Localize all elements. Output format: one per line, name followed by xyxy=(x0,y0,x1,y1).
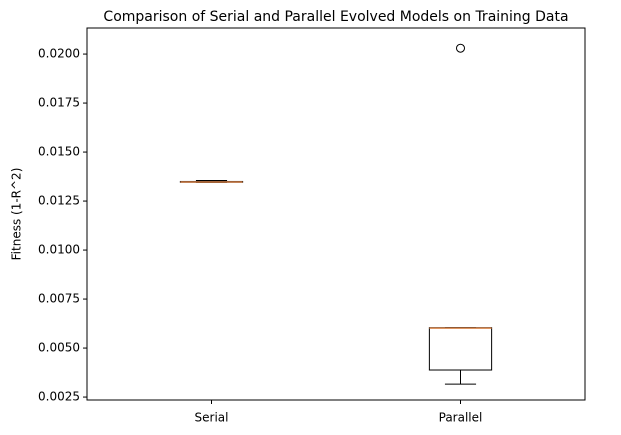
y-tick-label: 0.0075 xyxy=(38,292,80,306)
x-tick-label: Serial xyxy=(195,411,229,425)
chart-title: Comparison of Serial and Parallel Evolve… xyxy=(103,9,568,25)
y-tick-label: 0.0125 xyxy=(38,194,80,208)
y-axis-label: Fitness (1-R^2) xyxy=(10,168,24,261)
y-tick-label: 0.0175 xyxy=(38,96,80,110)
plot-frame xyxy=(86,27,586,401)
box xyxy=(428,327,493,371)
y-tick-label: 0.0200 xyxy=(38,47,80,61)
x-tick-label: Parallel xyxy=(439,411,483,425)
outlier xyxy=(456,43,465,53)
y-tick-label: 0.0150 xyxy=(38,145,80,159)
y-tick-label: 0.0025 xyxy=(38,390,80,404)
y-tick-label: 0.0050 xyxy=(38,341,80,355)
y-tick-label: 0.0100 xyxy=(38,243,80,257)
